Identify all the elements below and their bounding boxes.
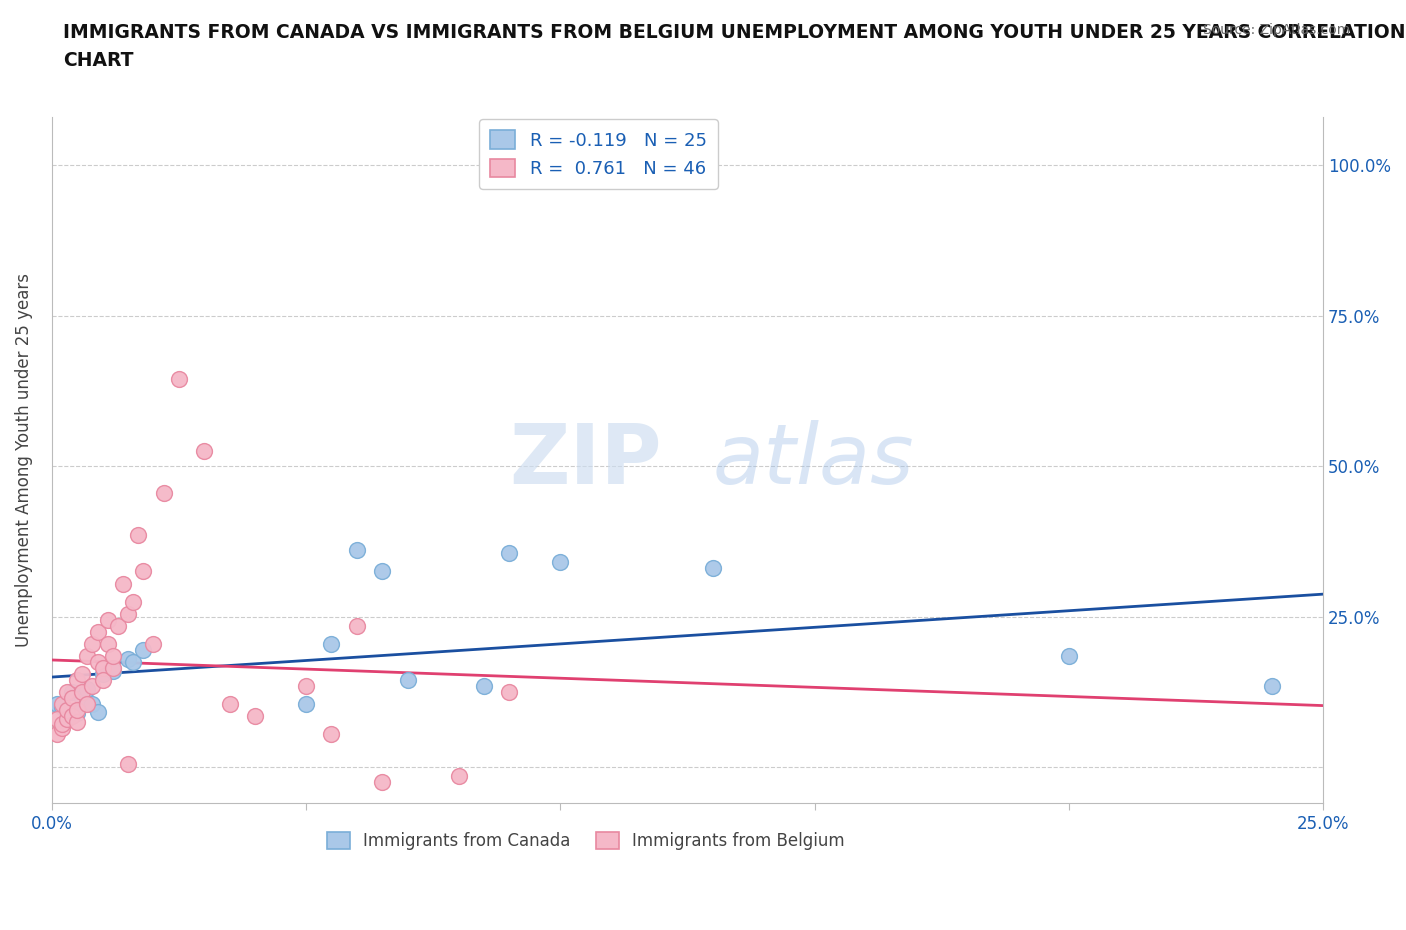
Point [295,678,318,693]
Text: atlas: atlas [713,419,914,500]
Point [60,684,83,699]
Point [45,697,67,711]
Point [60,690,83,705]
Point [97,636,120,651]
Point [51,697,73,711]
Point [82,636,104,651]
Point [45,711,67,726]
Point [321,726,343,741]
Point [498,546,520,561]
Point [167,372,190,387]
Point [72,684,94,699]
Point [152,485,174,500]
Point [91,672,114,687]
Point [56,711,79,726]
Point [72,690,94,705]
Point [371,775,394,790]
Point [82,678,104,693]
Point [101,660,124,675]
Point [371,564,394,578]
Point [97,612,120,627]
Point [132,643,155,658]
Point [122,594,145,609]
Point [193,444,215,458]
Point [346,543,368,558]
Point [76,648,98,663]
Point [142,636,165,651]
Point [702,561,724,576]
Text: ZIP: ZIP [509,419,662,500]
Y-axis label: Unemployment Among Youth under 25 years: Unemployment Among Youth under 25 years [15,273,32,647]
Point [498,684,520,699]
Point [243,709,266,724]
Point [56,684,79,699]
Point [56,702,79,717]
Point [111,576,134,591]
Point [107,618,129,633]
Point [51,699,73,714]
Point [82,697,104,711]
Point [101,663,124,678]
Point [132,564,155,578]
Text: CHART: CHART [63,51,134,70]
Point [60,709,83,724]
Point [1057,648,1080,663]
Point [66,714,89,729]
Point [346,618,368,633]
Point [45,726,67,741]
Point [66,706,89,721]
Point [218,697,240,711]
Point [91,666,114,681]
Point [321,636,343,651]
Point [86,624,108,639]
Point [447,768,470,783]
Point [76,682,98,697]
Point [51,716,73,731]
Point [472,678,495,693]
Point [117,606,139,621]
Legend: Immigrants from Canada, Immigrants from Belgium: Immigrants from Canada, Immigrants from … [321,825,852,857]
Point [66,702,89,717]
Point [56,709,79,724]
Point [76,697,98,711]
Point [127,528,149,543]
Point [122,655,145,670]
Text: IMMIGRANTS FROM CANADA VS IMMIGRANTS FROM BELGIUM UNEMPLOYMENT AMONG YOUTH UNDER: IMMIGRANTS FROM CANADA VS IMMIGRANTS FRO… [63,23,1406,42]
Point [101,648,124,663]
Point [86,655,108,670]
Point [1261,678,1284,693]
Point [550,555,572,570]
Point [117,756,139,771]
Text: Source: ZipAtlas.com: Source: ZipAtlas.com [1202,23,1350,37]
Point [72,666,94,681]
Point [396,672,419,687]
Point [295,697,318,711]
Point [91,660,114,675]
Point [66,672,89,687]
Point [86,704,108,719]
Point [117,651,139,666]
Point [51,721,73,736]
